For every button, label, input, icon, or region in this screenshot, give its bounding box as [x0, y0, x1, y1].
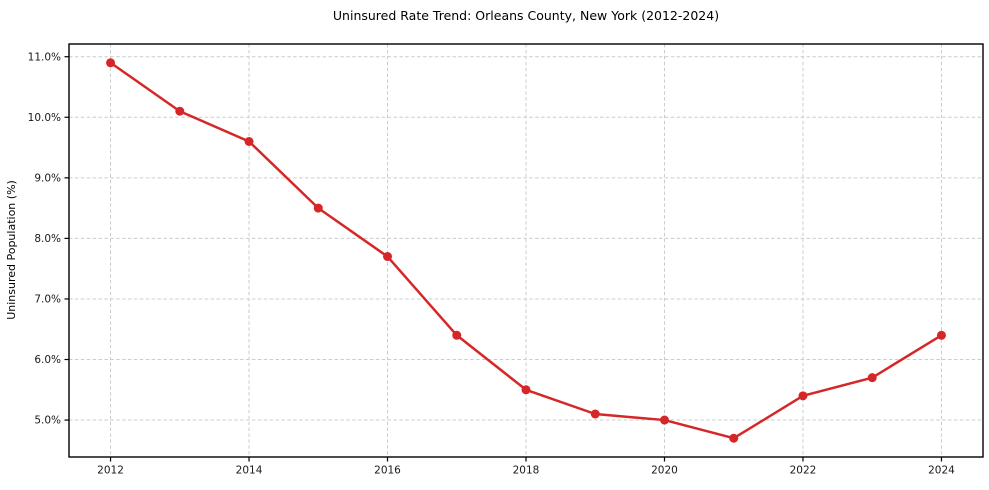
y-tick-label: 8.0%: [34, 233, 61, 245]
chart-title: Uninsured Rate Trend: Orleans County, Ne…: [333, 8, 719, 23]
data-point-marker: [244, 136, 254, 146]
data-point-marker: [106, 58, 116, 68]
data-point-marker: [936, 330, 946, 340]
data-point-marker: [659, 415, 669, 425]
data-point-marker: [798, 391, 808, 401]
x-tick-label: 2018: [513, 465, 540, 477]
data-series-layer: [106, 58, 946, 443]
y-tick-label: 7.0%: [34, 294, 61, 306]
x-tick-label: 2020: [651, 465, 678, 477]
x-tick-label: 2014: [236, 465, 263, 477]
y-tick-label: 9.0%: [34, 172, 61, 184]
x-tick-label: 2012: [97, 465, 124, 477]
data-point-marker: [729, 433, 739, 443]
y-axis-label: Uninsured Population (%): [5, 180, 18, 320]
x-tick-label: 2016: [374, 465, 401, 477]
data-point-marker: [383, 252, 393, 262]
data-point-marker: [452, 330, 462, 340]
y-tick-label: 11.0%: [28, 51, 61, 63]
x-tick-label: 2022: [790, 465, 817, 477]
grid-layer: [69, 44, 983, 457]
axis-layer: 2012 2014 2016 2018 2020 2022 2024 5.0% 6.0% 7.0%…: [28, 43, 984, 477]
y-tick-label: 6.0%: [34, 354, 61, 366]
y-tick-label: 10.0%: [28, 112, 61, 124]
x-tick-label: 2024: [928, 465, 955, 477]
data-point-marker: [521, 385, 531, 395]
data-point-marker: [867, 373, 877, 383]
data-point-marker: [590, 409, 600, 419]
y-tick-label: 5.0%: [34, 415, 61, 427]
data-point-marker: [175, 106, 185, 116]
data-point-marker: [313, 203, 323, 213]
